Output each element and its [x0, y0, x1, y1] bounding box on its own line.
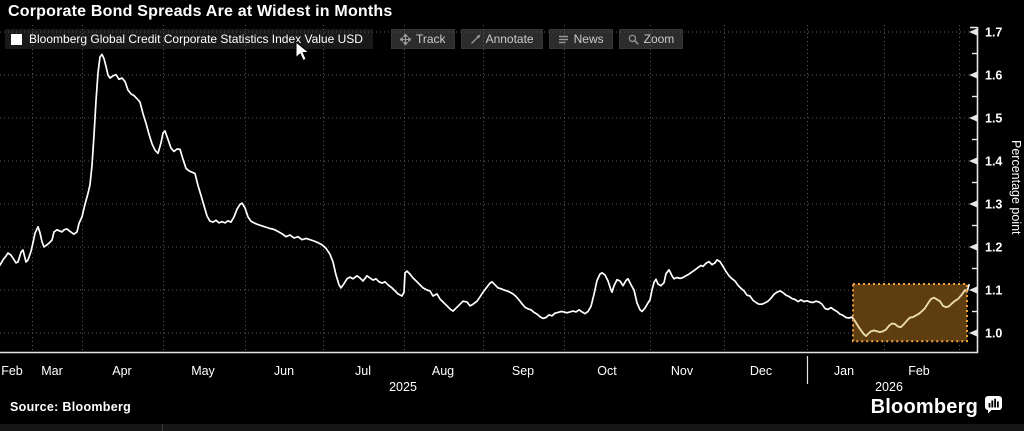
zoom-button[interactable]: Zoom: [618, 29, 684, 49]
h-gridlines: [0, 31, 977, 334]
month-label: Feb: [1, 364, 23, 378]
track-button-label: Track: [416, 32, 446, 46]
series-line-highlighted: [853, 288, 967, 337]
annotate-button-label: Annotate: [485, 32, 534, 46]
month-label: Apr: [112, 364, 131, 378]
month-label: Oct: [597, 364, 617, 378]
x-axis-labels: Feb Mar Apr May Jun Jul Aug Sep Oct Nov Dec Jan Feb 2…: [1, 356, 930, 394]
month-label: May: [191, 364, 215, 378]
bloomberg-chart-bubble-icon: [984, 395, 1004, 420]
y-axis-title: Percentage point: [1009, 140, 1023, 235]
news-button-label: News: [573, 32, 604, 46]
y-tick-label: 1.5: [985, 112, 1002, 126]
legend-label: Bloomberg Global Credit Corporate Statis…: [29, 32, 363, 46]
month-label: Jan: [834, 364, 854, 378]
axes: [0, 26, 979, 354]
track-move-icon: [400, 33, 411, 45]
month-label: Mar: [41, 364, 63, 378]
y-tick-label: 1.7: [985, 26, 1002, 40]
y-tick-label: 1.4: [985, 155, 1002, 169]
month-label: Dec: [750, 364, 772, 378]
bloomberg-wordmark: Bloomberg: [870, 396, 978, 418]
zoom-button-label: Zoom: [643, 32, 675, 46]
annotate-pencil-icon: [470, 34, 481, 45]
year-label: 2026: [875, 380, 903, 394]
y-axis-ticks: 1.0 1.1 1.2 1.3 1.4 1.5 1.6 1.7: [969, 26, 1002, 341]
month-label: Jun: [274, 364, 294, 378]
bloomberg-logo: Bloomberg: [871, 395, 1004, 420]
y-tick-label: 1.3: [985, 198, 1002, 212]
series-line: [0, 53, 970, 337]
bottom-bar: [0, 424, 1024, 431]
zoom-magnifier-icon: [628, 34, 639, 45]
y-tick-label: 1.0: [985, 327, 1002, 341]
y-tick-label: 1.2: [985, 241, 1002, 255]
mouse-cursor: [295, 40, 310, 62]
month-label: Feb: [908, 364, 930, 378]
annotate-button[interactable]: Annotate: [460, 29, 543, 49]
source-credit: Source: Bloomberg: [10, 400, 132, 414]
year-label: 2025: [389, 380, 417, 394]
page-title: Corporate Bond Spreads Are at Widest in …: [8, 3, 393, 20]
chart-toolbar: Track Annotate News: [391, 29, 684, 49]
month-label: Jul: [355, 364, 371, 378]
track-button[interactable]: Track: [391, 29, 455, 49]
legend: Bloomberg Global Credit Corporate Statis…: [5, 29, 373, 49]
highlight-region-border: [852, 283, 968, 343]
month-label: Aug: [432, 364, 454, 378]
y-tick-label: 1.1: [985, 284, 1002, 298]
month-label: Nov: [671, 364, 694, 378]
bottom-bar-separator: [162, 424, 163, 431]
y-tick-label: 1.6: [985, 69, 1002, 83]
legend-swatch-icon: [11, 33, 22, 45]
month-label: Sep: [512, 364, 534, 378]
